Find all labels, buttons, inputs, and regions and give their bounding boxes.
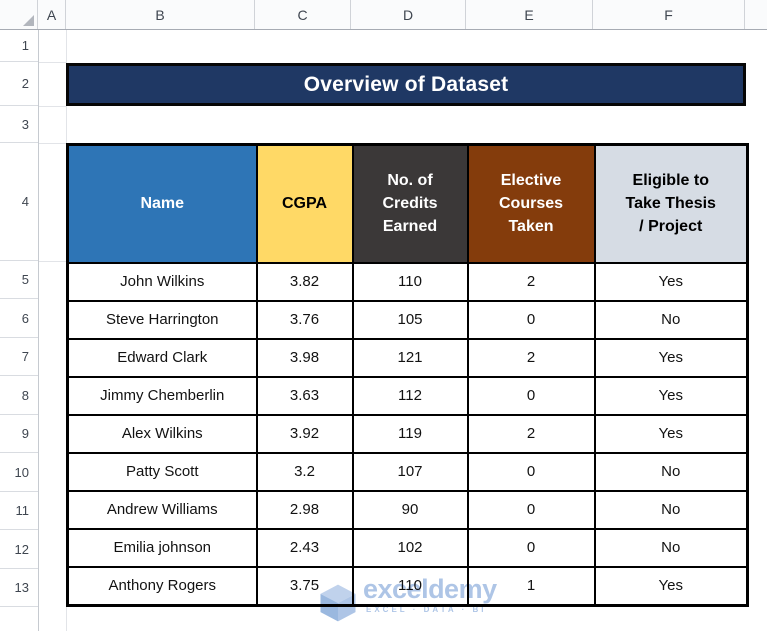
cell-cgpa[interactable]: 3.75 xyxy=(255,565,354,607)
header-cell-name[interactable]: Name xyxy=(66,143,258,264)
cell-cgpa[interactable]: 3.63 xyxy=(255,375,354,416)
dataset-table: Name CGPA No. of Credits Earned Elective… xyxy=(66,143,749,607)
column-header-d[interactable]: D xyxy=(351,0,466,29)
select-all-triangle-icon xyxy=(23,15,34,26)
cell-elective[interactable]: 1 xyxy=(466,565,596,607)
table-header-row: Name CGPA No. of Credits Earned Elective… xyxy=(66,143,749,264)
cell-credits[interactable]: 119 xyxy=(351,413,469,454)
table-row: Emilia johnson 2.43 102 0 No xyxy=(66,527,749,568)
cell-name[interactable]: Andrew Williams xyxy=(66,489,258,530)
cell-eligible[interactable]: Yes xyxy=(593,565,749,607)
header-cell-credits[interactable]: No. of Credits Earned xyxy=(351,143,469,264)
cell-name[interactable]: John Wilkins xyxy=(66,261,258,302)
table-row: John Wilkins 3.82 110 2 Yes xyxy=(66,261,749,302)
cell-eligible[interactable]: Yes xyxy=(593,413,749,454)
cell-cgpa[interactable]: 3.92 xyxy=(255,413,354,454)
table-row: Jimmy Chemberlin 3.63 112 0 Yes xyxy=(66,375,749,416)
cell-credits[interactable]: 112 xyxy=(351,375,469,416)
row-header-3[interactable]: 3 xyxy=(0,106,38,143)
cell-cgpa[interactable]: 3.76 xyxy=(255,299,354,340)
row-header-1[interactable]: 1 xyxy=(0,30,38,62)
cell-credits[interactable]: 110 xyxy=(351,565,469,607)
cell-name[interactable]: Steve Harrington xyxy=(66,299,258,340)
cell-name[interactable]: Alex Wilkins xyxy=(66,413,258,454)
cell-credits[interactable]: 110 xyxy=(351,261,469,302)
row-header-12[interactable]: 12 xyxy=(0,530,38,569)
cell-name[interactable]: Patty Scott xyxy=(66,451,258,492)
header-cell-eligible[interactable]: Eligible to Take Thesis / Project xyxy=(593,143,749,264)
gridline xyxy=(38,106,66,107)
table-row: Anthony Rogers 3.75 110 1 Yes xyxy=(66,565,749,607)
cell-elective[interactable]: 0 xyxy=(466,451,596,492)
cell-eligible[interactable]: No xyxy=(593,451,749,492)
cell-cgpa[interactable]: 3.98 xyxy=(255,337,354,378)
row-header-4[interactable]: 4 xyxy=(0,143,38,261)
column-header-c[interactable]: C xyxy=(255,0,351,29)
cell-credits[interactable]: 90 xyxy=(351,489,469,530)
cell-elective[interactable]: 0 xyxy=(466,299,596,340)
cell-elective[interactable]: 2 xyxy=(466,413,596,454)
gridline xyxy=(38,62,66,63)
column-header-f[interactable]: F xyxy=(593,0,745,29)
row-header-13[interactable]: 13 xyxy=(0,569,38,607)
cell-eligible[interactable]: No xyxy=(593,489,749,530)
cell-credits[interactable]: 102 xyxy=(351,527,469,568)
column-header-b[interactable]: B xyxy=(66,0,255,29)
cell-name[interactable]: Edward Clark xyxy=(66,337,258,378)
title-cell[interactable]: Overview of Dataset xyxy=(66,63,746,106)
table-row: Patty Scott 3.2 107 0 No xyxy=(66,451,749,492)
cell-eligible[interactable]: Yes xyxy=(593,261,749,302)
page-title: Overview of Dataset xyxy=(303,72,509,96)
header-cell-elective[interactable]: Elective Courses Taken xyxy=(466,143,596,264)
table-row: Andrew Williams 2.98 90 0 No xyxy=(66,489,749,530)
cell-cgpa[interactable]: 2.43 xyxy=(255,527,354,568)
cell-credits[interactable]: 105 xyxy=(351,299,469,340)
cell-name[interactable]: Emilia johnson xyxy=(66,527,258,568)
cell-cgpa[interactable]: 3.2 xyxy=(255,451,354,492)
row-header-7[interactable]: 7 xyxy=(0,338,38,376)
row-header-8[interactable]: 8 xyxy=(0,376,38,415)
gutter-border xyxy=(38,30,39,631)
table-row: Steve Harrington 3.76 105 0 No xyxy=(66,299,749,340)
cell-elective[interactable]: 2 xyxy=(466,337,596,378)
cell-eligible[interactable]: Yes xyxy=(593,375,749,416)
cell-name[interactable]: Jimmy Chemberlin xyxy=(66,375,258,416)
cell-elective[interactable]: 2 xyxy=(466,261,596,302)
table-row: Edward Clark 3.98 121 2 Yes xyxy=(66,337,749,378)
cell-name[interactable]: Anthony Rogers xyxy=(66,565,258,607)
column-header-e[interactable]: E xyxy=(466,0,593,29)
gridline xyxy=(38,143,66,144)
cell-eligible[interactable]: No xyxy=(593,299,749,340)
table-row: Alex Wilkins 3.92 119 2 Yes xyxy=(66,413,749,454)
header-cell-cgpa[interactable]: CGPA xyxy=(255,143,354,264)
cell-cgpa[interactable]: 3.82 xyxy=(255,261,354,302)
cell-eligible[interactable]: Yes xyxy=(593,337,749,378)
row-header-11[interactable]: 11 xyxy=(0,492,38,530)
column-header-strip: A B C D E F xyxy=(0,0,767,30)
cell-elective[interactable]: 0 xyxy=(466,527,596,568)
select-all-corner[interactable] xyxy=(0,0,38,29)
row-header-5[interactable]: 5 xyxy=(0,261,38,299)
gridline xyxy=(38,261,66,262)
cell-elective[interactable]: 0 xyxy=(466,489,596,530)
row-header-10[interactable]: 10 xyxy=(0,453,38,492)
cell-credits[interactable]: 107 xyxy=(351,451,469,492)
cell-credits[interactable]: 121 xyxy=(351,337,469,378)
row-header-6[interactable]: 6 xyxy=(0,299,38,338)
cell-elective[interactable]: 0 xyxy=(466,375,596,416)
cell-cgpa[interactable]: 2.98 xyxy=(255,489,354,530)
column-header-a[interactable]: A xyxy=(38,0,66,29)
cell-eligible[interactable]: No xyxy=(593,527,749,568)
row-header-2[interactable]: 2 xyxy=(0,62,38,106)
row-header-9[interactable]: 9 xyxy=(0,415,38,453)
